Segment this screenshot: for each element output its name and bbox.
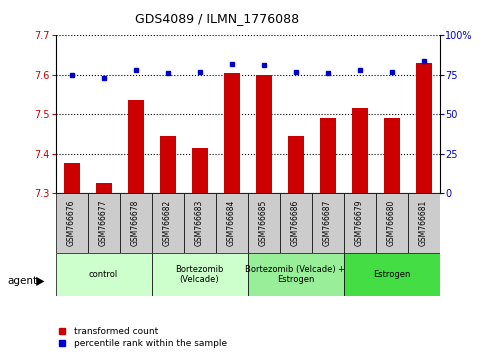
Bar	[56, 253, 152, 296]
Bar	[343, 193, 376, 253]
Text: Estrogen: Estrogen	[373, 270, 410, 279]
Text: control: control	[89, 270, 118, 279]
Bar	[56, 193, 87, 253]
Bar	[280, 193, 312, 253]
Text: GSM766685: GSM766685	[259, 200, 268, 246]
Bar	[184, 193, 215, 253]
Bar	[64, 164, 80, 193]
Text: GSM766683: GSM766683	[195, 200, 204, 246]
Text: GSM766684: GSM766684	[227, 200, 236, 246]
Bar	[152, 193, 184, 253]
Text: GSM766680: GSM766680	[387, 200, 396, 246]
Text: GSM766682: GSM766682	[163, 200, 172, 246]
Bar	[120, 193, 152, 253]
Bar	[256, 75, 271, 193]
Bar	[352, 108, 368, 193]
Text: GSM766687: GSM766687	[323, 200, 332, 246]
Text: GSM766681: GSM766681	[419, 200, 428, 246]
Bar	[384, 118, 399, 193]
Bar	[376, 193, 408, 253]
Text: Bortezomib (Velcade) +
Estrogen: Bortezomib (Velcade) + Estrogen	[245, 265, 346, 284]
Bar	[96, 183, 112, 193]
Text: GSM766676: GSM766676	[67, 200, 76, 246]
Bar	[415, 63, 431, 193]
Bar	[343, 253, 440, 296]
Bar	[215, 193, 248, 253]
Bar	[128, 101, 143, 193]
Text: GDS4089 / ILMN_1776088: GDS4089 / ILMN_1776088	[135, 12, 299, 25]
Text: agent: agent	[7, 276, 37, 286]
Bar	[287, 136, 303, 193]
Bar	[192, 148, 208, 193]
Bar	[248, 253, 343, 296]
Bar	[87, 193, 120, 253]
Bar	[408, 193, 440, 253]
Bar	[224, 73, 240, 193]
Bar	[248, 193, 280, 253]
Bar	[320, 118, 336, 193]
Text: GSM766679: GSM766679	[355, 200, 364, 246]
Legend: transformed count, percentile rank within the sample: transformed count, percentile rank withi…	[53, 327, 227, 348]
Bar	[152, 253, 248, 296]
Bar	[312, 193, 343, 253]
Text: Bortezomib
(Velcade): Bortezomib (Velcade)	[175, 265, 224, 284]
Text: GSM766678: GSM766678	[131, 200, 140, 246]
Text: GSM766677: GSM766677	[99, 200, 108, 246]
Polygon shape	[36, 277, 44, 286]
Bar	[159, 136, 175, 193]
Text: GSM766686: GSM766686	[291, 200, 300, 246]
